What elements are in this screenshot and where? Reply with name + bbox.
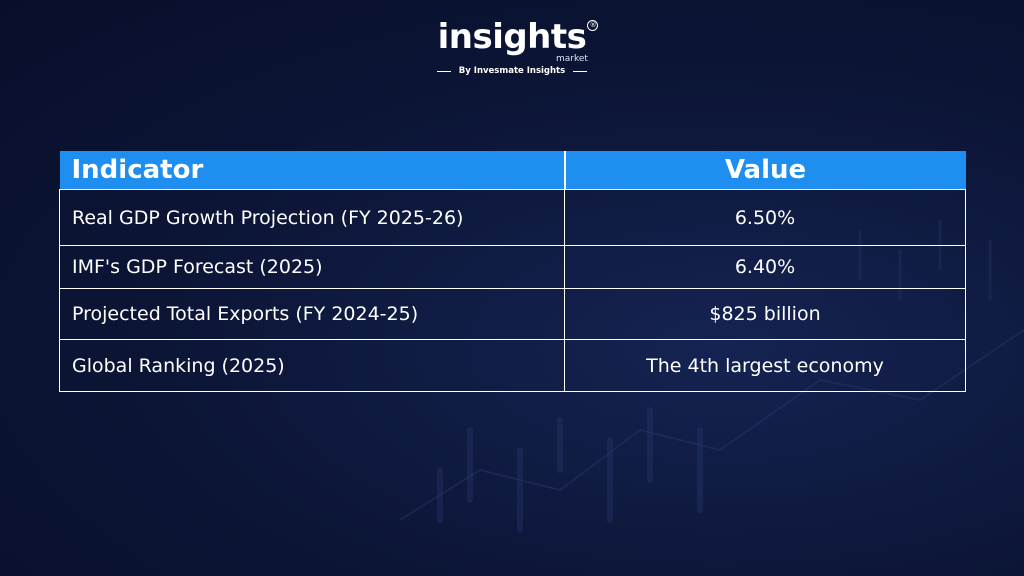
value-cell: 6.40% bbox=[564, 245, 966, 289]
indicator-cell: Real GDP Growth Projection (FY 2025-26) bbox=[59, 189, 565, 246]
logo-main-text: insights bbox=[437, 17, 587, 57]
header-indicator: Indicator bbox=[59, 151, 566, 190]
logo-wordmark: insights ® bbox=[437, 17, 599, 57]
byline-text: By Invesmate Insights bbox=[458, 66, 566, 76]
registered-mark: ® bbox=[587, 20, 599, 31]
byline-left-rule bbox=[436, 70, 451, 72]
logo-byline: By Invesmate Insights bbox=[0, 66, 1024, 76]
indicator-table: Indicator Value Real GDP Growth Projecti… bbox=[59, 151, 966, 392]
brand-logo: insights ® market By Invesmate Insights bbox=[0, 18, 1024, 76]
value-cell: $825 billion bbox=[564, 288, 966, 340]
indicator-cell: IMF's GDP Forecast (2025) bbox=[59, 245, 565, 289]
table-row: Projected Total Exports (FY 2024-25) $82… bbox=[59, 288, 966, 340]
value-cell: 6.50% bbox=[564, 189, 966, 246]
logo-subtext: market bbox=[556, 54, 588, 64]
indicator-cell: Global Ranking (2025) bbox=[59, 339, 565, 392]
indicator-cell: Projected Total Exports (FY 2024-25) bbox=[59, 288, 565, 340]
table-row: IMF's GDP Forecast (2025) 6.40% bbox=[59, 245, 966, 289]
header-value: Value bbox=[564, 151, 966, 190]
value-cell: The 4th largest economy bbox=[564, 339, 966, 392]
table-header-row: Indicator Value bbox=[59, 151, 966, 190]
table-row: Global Ranking (2025) The 4th largest ec… bbox=[59, 339, 966, 392]
byline-right-rule bbox=[573, 70, 588, 72]
table-row: Real GDP Growth Projection (FY 2025-26) … bbox=[59, 189, 966, 246]
